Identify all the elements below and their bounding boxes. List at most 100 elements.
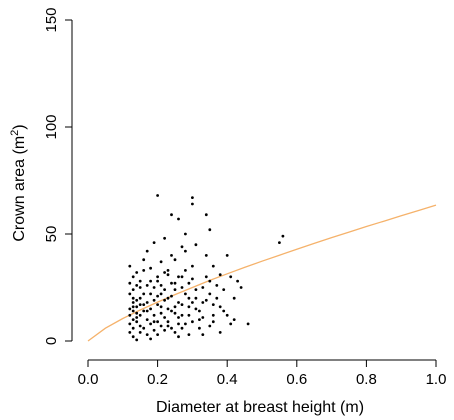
data-point bbox=[215, 284, 219, 287]
data-point bbox=[246, 322, 250, 326]
data-point bbox=[170, 213, 173, 217]
data-point bbox=[131, 305, 135, 309]
data-point bbox=[128, 281, 132, 285]
data-point bbox=[131, 326, 135, 330]
data-point bbox=[229, 275, 233, 279]
data-point bbox=[142, 269, 146, 272]
data-point bbox=[208, 292, 212, 296]
data-point bbox=[152, 298, 156, 302]
data-point bbox=[149, 307, 153, 311]
data-point bbox=[163, 298, 167, 302]
data-point bbox=[145, 284, 149, 287]
data-point bbox=[138, 279, 142, 283]
y-axis-title-close: ) bbox=[11, 124, 28, 129]
data-point bbox=[166, 296, 170, 300]
data-point bbox=[142, 309, 146, 313]
data-point bbox=[173, 331, 177, 334]
data-point bbox=[194, 296, 198, 300]
data-point bbox=[180, 313, 184, 317]
data-point bbox=[145, 333, 149, 336]
data-point bbox=[159, 292, 163, 296]
data-point bbox=[170, 254, 173, 257]
data-point bbox=[166, 307, 170, 311]
data-point bbox=[225, 254, 229, 257]
data-point bbox=[159, 260, 163, 264]
data-point bbox=[281, 234, 285, 238]
data-point bbox=[201, 301, 205, 304]
data-point bbox=[135, 305, 139, 309]
y-axis-title-superscript: 2 bbox=[9, 130, 21, 136]
axes: 0.0 0.2 0.4 0.6 0.8 1.0 0 50 100 150 bbox=[43, 7, 446, 388]
data-point bbox=[152, 320, 156, 324]
data-point bbox=[211, 303, 215, 306]
data-point bbox=[194, 307, 198, 311]
data-point bbox=[239, 286, 243, 289]
data-point bbox=[152, 328, 156, 332]
data-point bbox=[163, 271, 167, 274]
fit-curve-line bbox=[87, 204, 437, 342]
data-point bbox=[191, 301, 194, 304]
data-point bbox=[149, 279, 153, 283]
data-point bbox=[222, 309, 226, 313]
data-point bbox=[173, 311, 177, 315]
data-point bbox=[191, 277, 194, 281]
data-point bbox=[128, 264, 132, 268]
data-point bbox=[198, 309, 201, 313]
data-point bbox=[229, 322, 233, 326]
x-tick-label: 0.0 bbox=[78, 371, 99, 388]
data-point bbox=[194, 288, 198, 291]
data-point bbox=[152, 241, 156, 245]
x-tick-label: 0.8 bbox=[356, 371, 377, 388]
data-point bbox=[149, 322, 153, 326]
data-point bbox=[156, 294, 160, 298]
data-point bbox=[138, 313, 142, 317]
data-point bbox=[191, 320, 194, 324]
data-point bbox=[187, 281, 191, 285]
data-point bbox=[201, 333, 205, 336]
data-point bbox=[138, 324, 142, 328]
data-point bbox=[135, 338, 139, 342]
data-point bbox=[131, 301, 135, 304]
data-point bbox=[166, 269, 170, 272]
x-axis-title: Diameter at breast height (m) bbox=[156, 399, 364, 416]
data-point bbox=[128, 322, 132, 326]
data-point bbox=[232, 296, 236, 300]
data-point bbox=[232, 318, 236, 321]
data-point bbox=[211, 264, 215, 268]
x-tick-label: 0.4 bbox=[217, 371, 238, 388]
data-point bbox=[163, 236, 167, 240]
data-point bbox=[166, 324, 170, 328]
data-point bbox=[170, 309, 173, 313]
data-point bbox=[204, 298, 208, 302]
data-point bbox=[149, 266, 153, 270]
data-point bbox=[187, 305, 191, 309]
y-tick-label: 0 bbox=[43, 337, 60, 345]
data-point bbox=[142, 292, 146, 296]
fit-curve-layer bbox=[87, 204, 437, 342]
data-point bbox=[156, 303, 160, 306]
data-point bbox=[163, 316, 167, 319]
data-point bbox=[159, 305, 163, 309]
data-point bbox=[180, 275, 184, 279]
data-point bbox=[187, 313, 191, 317]
data-point bbox=[204, 213, 208, 217]
data-point bbox=[170, 281, 173, 285]
data-point bbox=[156, 194, 160, 197]
data-point bbox=[149, 337, 153, 341]
data-point bbox=[142, 326, 146, 330]
data-point bbox=[184, 232, 187, 236]
data-point bbox=[142, 303, 146, 306]
data-point bbox=[145, 318, 149, 321]
data-point bbox=[131, 275, 135, 279]
data-point bbox=[156, 279, 160, 283]
data-point bbox=[159, 324, 163, 328]
data-point bbox=[152, 313, 156, 317]
data-point bbox=[142, 258, 146, 262]
data-point bbox=[184, 322, 187, 326]
data-point bbox=[177, 316, 180, 319]
data-point bbox=[135, 271, 139, 274]
data-point bbox=[194, 243, 198, 247]
data-point bbox=[145, 301, 149, 304]
data-point bbox=[128, 292, 132, 296]
